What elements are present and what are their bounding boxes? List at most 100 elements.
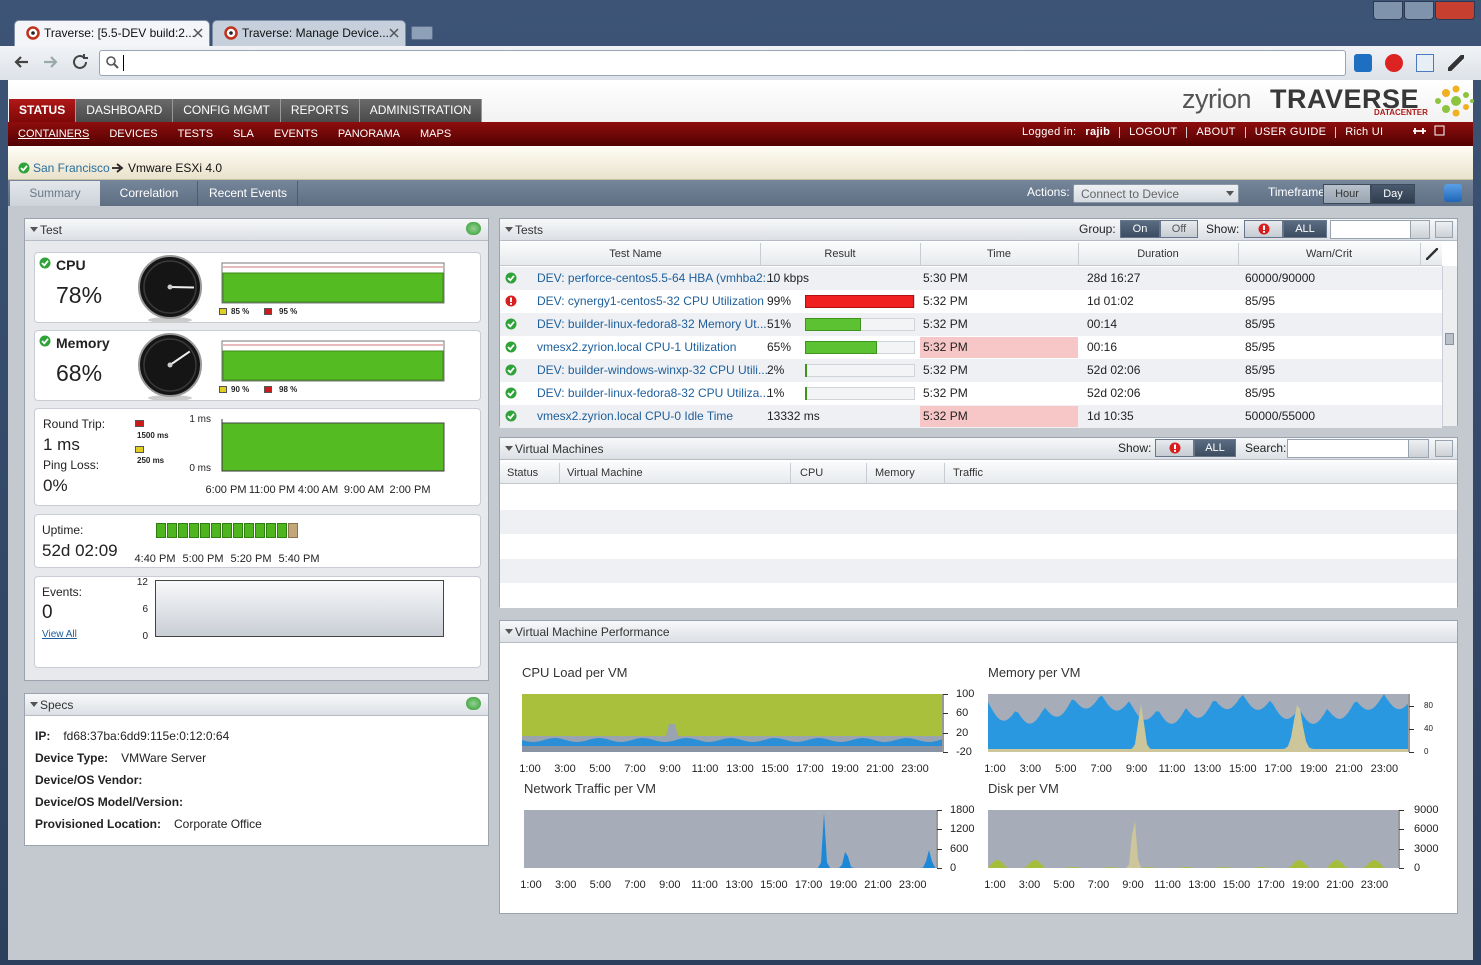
browser-tab[interactable] [14,20,210,47]
y-tick [1399,829,1404,831]
main-nav-item[interactable]: ADMINISTRATION [359,99,483,122]
test-name[interactable]: vmesx2.zyrion.local CPU-0 Idle Time [537,409,734,423]
toggle-button[interactable] [1160,220,1198,238]
test-name[interactable]: DEV: builder-windows-winxp-32 CPU Utili.… [537,363,768,377]
y-tick-label: 0 [142,631,148,642]
panel-header [500,621,1457,643]
sub-nav-item[interactable]: CONTAINERS [18,128,90,140]
popout-button[interactable] [1435,221,1453,238]
legend-label: 1500 ms [137,431,169,440]
column-header[interactable]: Virtual Machine [567,467,643,479]
table-row[interactable] [500,267,1442,290]
window-button[interactable] [1404,1,1434,20]
refresh-button[interactable] [1444,184,1462,202]
separator [1244,127,1246,138]
edit-icon[interactable] [1426,248,1438,260]
toggle-button[interactable] [1194,439,1236,457]
toolbar-icon[interactable] [1385,54,1403,72]
x-tick-label: 1:00 [984,763,1006,775]
x-tick-label: 5:20 PM [230,553,272,565]
main-nav-item[interactable]: CONFIG MGMT [173,99,281,122]
search-button[interactable] [1408,440,1428,457]
favicon [224,26,238,40]
breadcrumb-parent[interactable]: San Francisco [33,161,110,175]
y-tick-label: 1200 [950,823,975,836]
window-button[interactable] [1435,1,1475,20]
x-tick-label: 21:00 [1326,879,1354,891]
axis [221,419,444,472]
test-name[interactable]: vmesx2.zyrion.local CPU-1 Utilization [537,340,737,354]
toggle-label[interactable]: On [1132,223,1148,235]
user-nav-link[interactable]: USER GUIDE [1254,126,1327,138]
page-tab[interactable] [100,181,198,206]
browser-tab-title: Traverse: Manage Device... [242,26,389,40]
sub-nav-item[interactable]: DEVICES [109,128,158,140]
page-tab-label[interactable]: Summary [29,186,81,200]
main-nav-item[interactable]: DASHBOARD [76,99,174,122]
test-name[interactable]: DEV: cynergy1-centos5-32 CPU Utilization [537,294,764,308]
timeframe-button[interactable] [1371,184,1415,204]
page-tab[interactable] [10,181,100,206]
view-all-link[interactable]: View All [42,629,77,640]
page-tab[interactable] [198,181,298,206]
page-tab-label[interactable]: Recent Events [208,186,288,200]
search-input[interactable] [1287,439,1429,458]
test-name[interactable]: DEV: perforce-centos5.5-64 HBA (vmhba2:.… [537,271,776,285]
sub-nav-item[interactable]: MAPS [420,128,452,140]
sub-nav-item[interactable]: SLA [233,128,254,140]
user-nav-link[interactable]: Rich UI [1345,126,1384,138]
x-tick-label: 19:00 [1291,879,1320,891]
sub-nav-item[interactable]: PANORAMA [337,128,401,140]
browser-tab[interactable] [212,20,406,47]
new-tab-button[interactable] [411,26,433,40]
user-nav-link[interactable]: LOGOUT [1129,126,1178,138]
search-button[interactable] [1410,221,1429,238]
column-header[interactable]: CPU [800,467,824,479]
column-header[interactable]: Result [824,248,856,260]
toggle-button[interactable] [1283,220,1327,238]
column-header[interactable]: Time [986,248,1012,260]
sub-nav-item[interactable]: TESTS [177,128,214,140]
column-header[interactable]: Test Name [609,248,662,260]
y-tick-label: 9000 [1414,804,1439,816]
timeframe-option[interactable]: Hour [1335,188,1359,200]
favicon-dot [229,31,233,35]
address-bar[interactable] [99,50,1346,76]
test-name[interactable]: DEV: builder-linux-fedora8-32 Memory Ut.… [537,317,767,331]
action-select[interactable] [1073,184,1239,203]
column-header[interactable]: Warn/Crit [1305,248,1353,260]
popout-button[interactable] [1435,440,1453,457]
sub-nav-item[interactable]: EVENTS [273,128,318,140]
table-row[interactable] [500,290,1442,313]
action-select-value: Connect to Device [1081,187,1180,201]
y-tick [1409,752,1414,753]
table-row[interactable] [500,313,1442,336]
toggle-label[interactable]: ALL [1295,223,1315,235]
page-tab-label[interactable]: Correlation [119,186,179,200]
scroll-thumb[interactable] [1445,333,1454,345]
logged-in-label: Logged in: [1022,126,1077,138]
panel-title: Tests [515,223,544,237]
column-header[interactable]: Status [507,467,539,479]
wrench-icon[interactable] [1448,55,1464,71]
search-input[interactable] [1330,220,1430,239]
main-nav-item[interactable]: STATUS [9,99,77,122]
toolbar-icon[interactable] [1416,54,1434,72]
toggle-button[interactable] [1120,220,1160,238]
column-header[interactable]: Memory [875,467,915,479]
main-nav-item[interactable]: REPORTS [280,99,360,122]
column-header[interactable]: Duration [1137,248,1179,260]
user-nav-link[interactable]: ABOUT [1196,126,1236,138]
timeframe-button[interactable] [1323,184,1371,204]
toggle-label[interactable]: Off [1171,223,1187,235]
toggle-label[interactable]: ALL [1205,442,1225,454]
table-row[interactable] [500,359,1442,382]
test-name[interactable]: DEV: builder-linux-fedora8-32 CPU Utiliz… [537,386,770,400]
x-tick-label: 17:00 [1264,763,1292,775]
toolbar-icon[interactable] [1354,54,1372,72]
column-header[interactable]: Traffic [953,467,983,479]
icon-circle [505,318,517,330]
timeframe-option[interactable]: Day [1383,188,1403,200]
window-button[interactable] [1373,1,1403,20]
table-row[interactable] [500,382,1442,405]
